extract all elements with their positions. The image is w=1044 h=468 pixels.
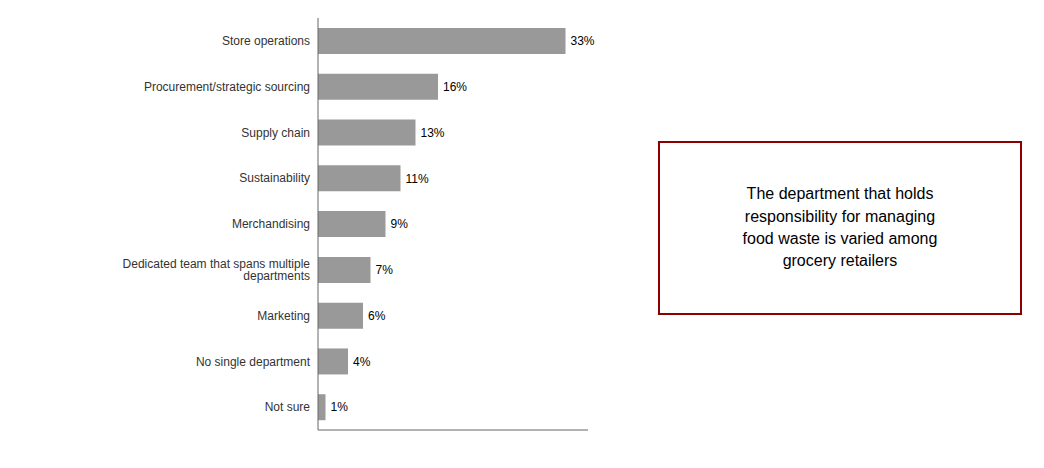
svg-text:33%: 33% <box>571 34 595 48</box>
svg-text:Supply chain: Supply chain <box>241 126 310 140</box>
svg-text:Merchandising: Merchandising <box>232 217 310 231</box>
svg-text:11%: 11% <box>406 172 429 186</box>
svg-text:6%: 6% <box>368 309 386 323</box>
svg-text:7%: 7% <box>376 263 394 277</box>
svg-text:No single department: No single department <box>196 355 311 369</box>
svg-text:9%: 9% <box>391 217 409 231</box>
svg-text:Dedicated team that spans mult: Dedicated team that spans multipledepart… <box>123 257 311 283</box>
svg-text:Not sure: Not sure <box>265 400 311 414</box>
html-text:The department that holds resp: The department that holds responsibility… <box>742 185 938 270</box>
svg-text:13%: 13% <box>421 126 445 140</box>
svg-text:4%: 4% <box>353 355 371 369</box>
svg-text:Procurement/strategic sourcing: Procurement/strategic sourcing <box>144 80 310 94</box>
svg-text:Marketing: Marketing <box>257 309 310 323</box>
svg-text:Store operations: Store operations <box>222 34 310 48</box>
svg-text:1%: 1% <box>331 400 349 414</box>
svg-text:16%: 16% <box>443 80 467 94</box>
svg-text:Sustainability: Sustainability <box>239 171 310 185</box>
